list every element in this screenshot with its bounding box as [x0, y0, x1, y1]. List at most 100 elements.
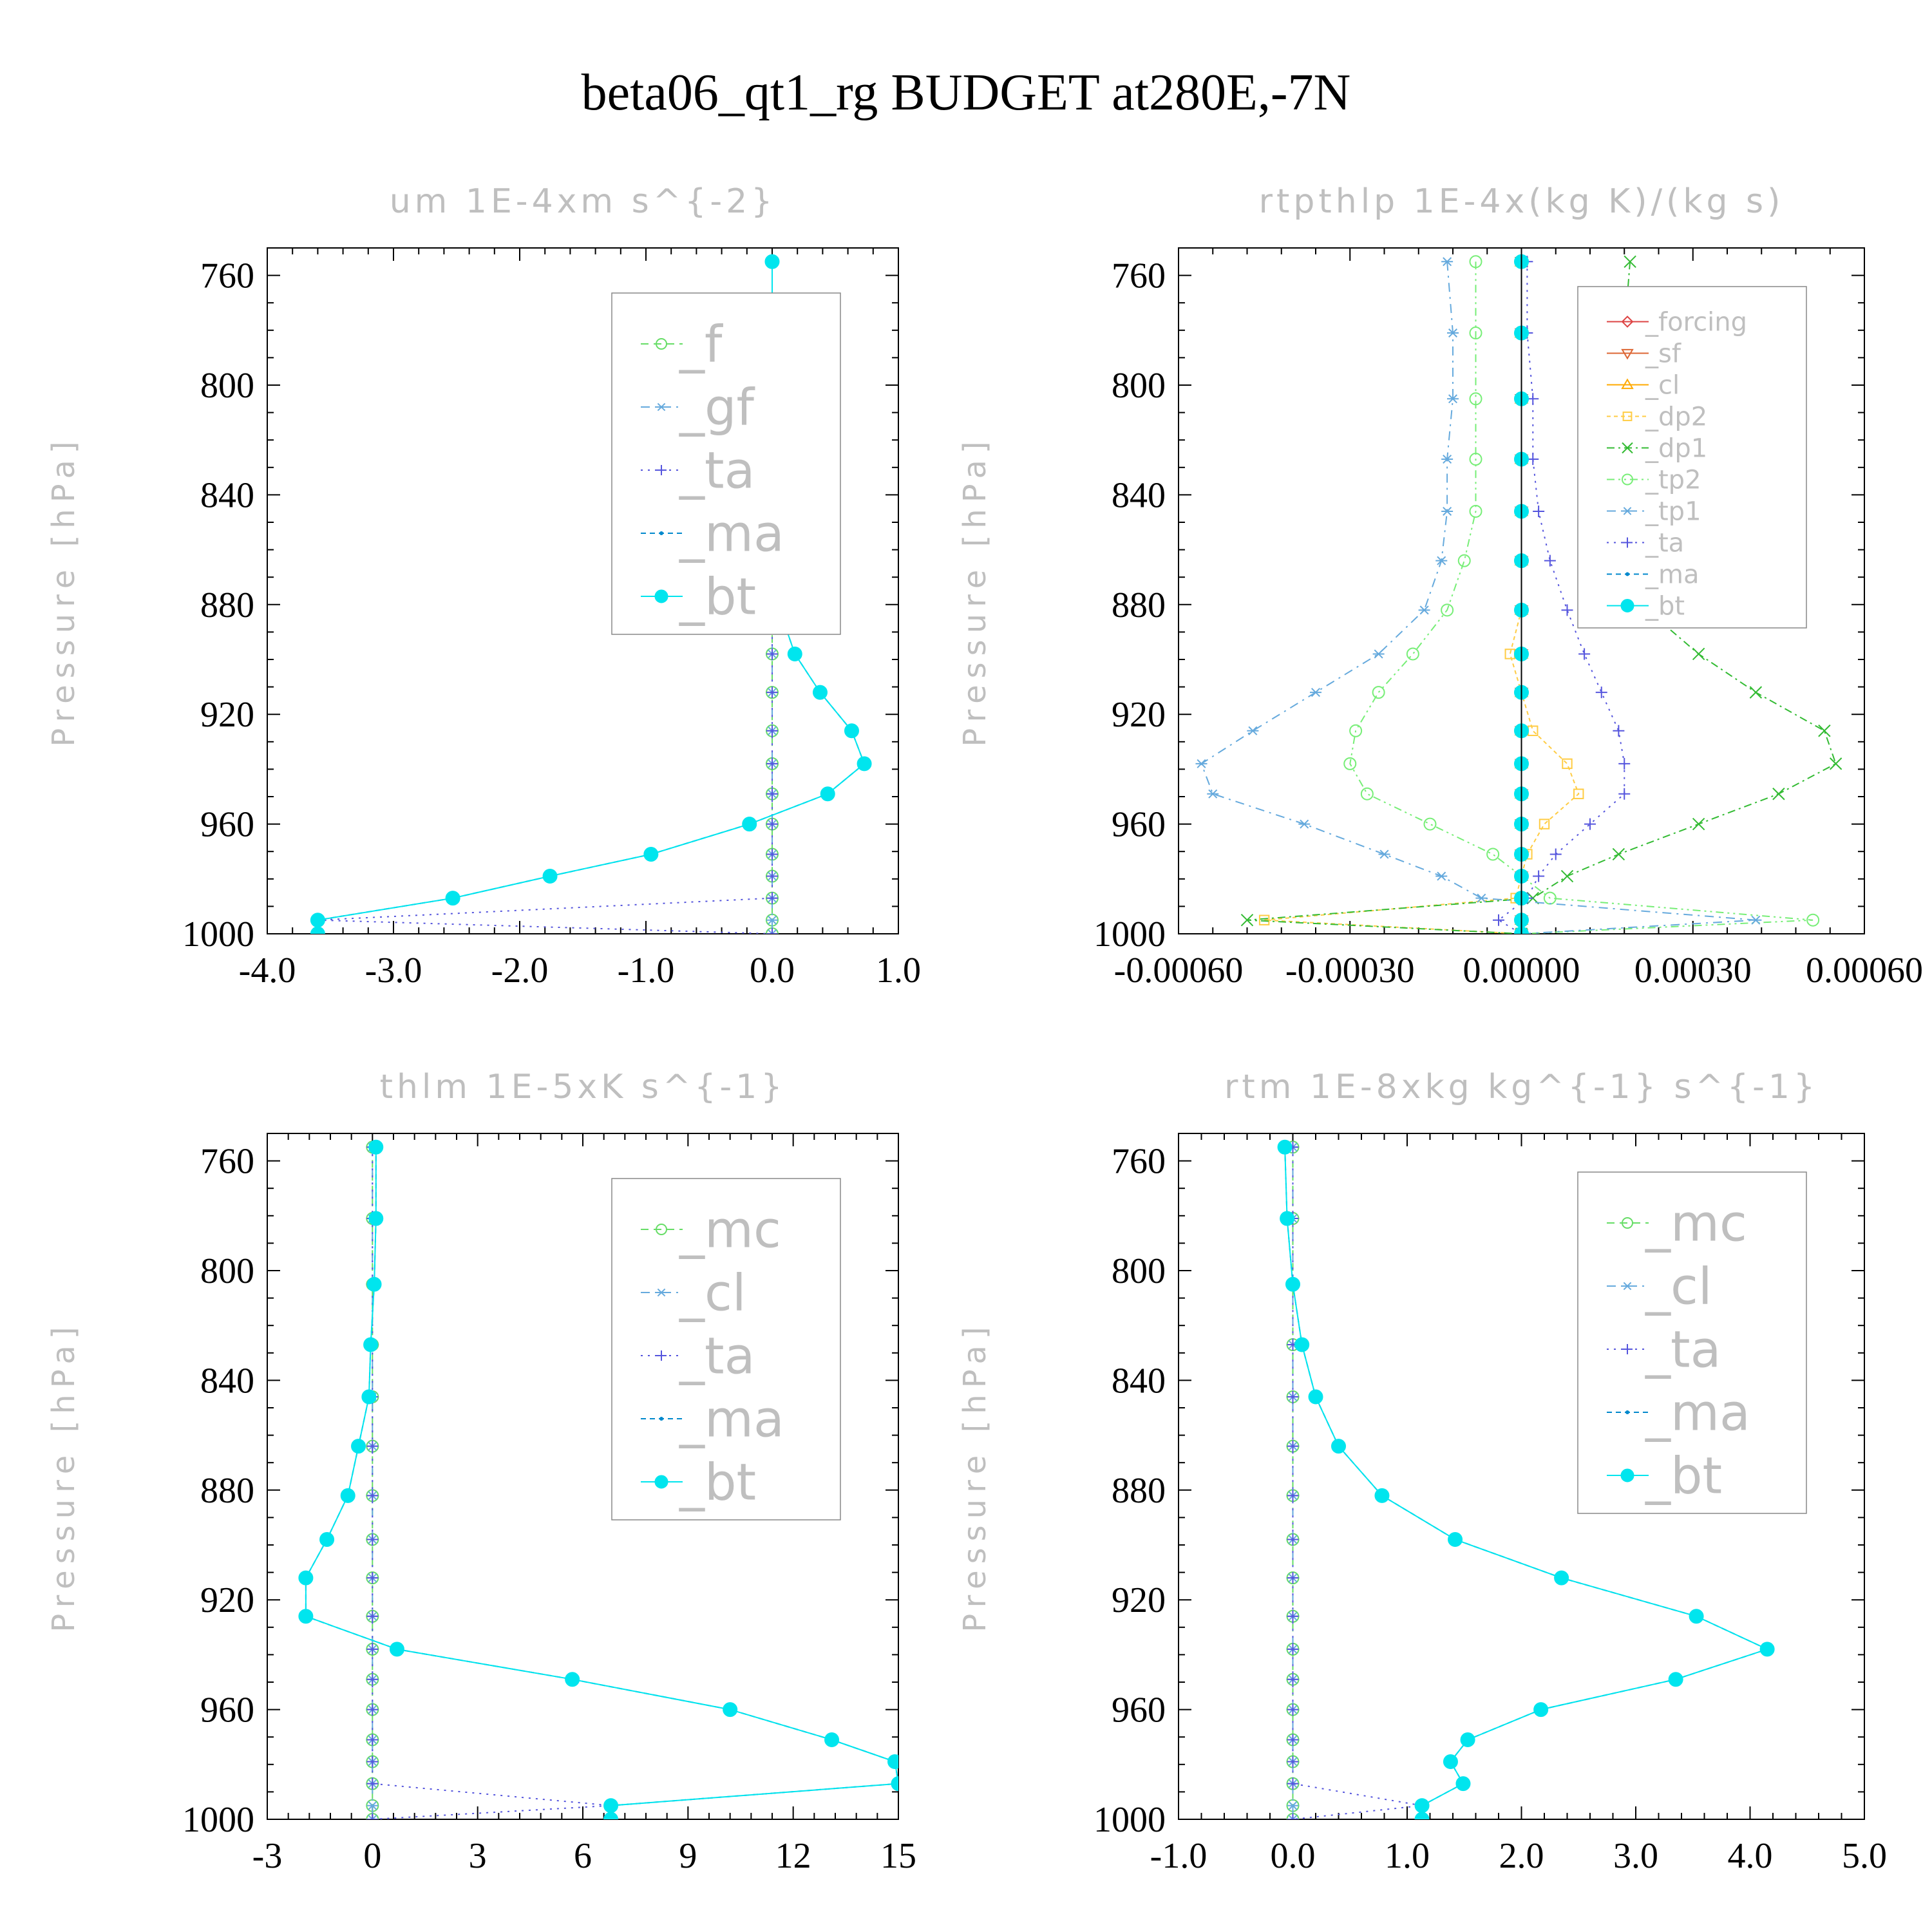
y-tick-label: 880 — [200, 585, 254, 625]
data-point-tp1 — [1372, 649, 1385, 659]
legend-marker — [656, 1224, 667, 1235]
y-tick-label: 960 — [1112, 1690, 1166, 1730]
figure-title: beta06_qt1_rg BUDGET at280E,-7N — [582, 64, 1351, 121]
data-point-bt — [891, 1776, 898, 1792]
data-point-bt — [1554, 1570, 1569, 1586]
legend-label: _dp1 — [1645, 434, 1707, 464]
panel-title: rtm 1E-8xkg kg^{-1} s^{-1} — [1224, 1068, 1819, 1106]
data-point-ta — [1287, 1777, 1299, 1790]
data-point-bt — [366, 1276, 382, 1292]
data-point-tp2 — [1349, 724, 1363, 737]
legend-marker — [1625, 572, 1629, 576]
data-point-tp1 — [1441, 506, 1454, 516]
data-point-dp1 — [1612, 848, 1625, 861]
data-point-ta — [366, 1490, 379, 1502]
y-tick-label: 920 — [200, 695, 254, 735]
data-point-ta — [1549, 848, 1562, 860]
legend-label: _ma — [679, 1390, 784, 1448]
data-point-ta — [1287, 1440, 1299, 1452]
data-point-dp1 — [1624, 255, 1636, 269]
y-tick-label: 1000 — [182, 1800, 254, 1840]
data-point-bt — [363, 1337, 379, 1352]
data-point-bt — [1414, 1798, 1430, 1814]
data-point-bt — [361, 1389, 377, 1405]
y-tick-label: 760 — [200, 1142, 254, 1182]
data-point-bt — [542, 869, 558, 884]
legend: _mc_cl_ta_ma _bt — [611, 1178, 841, 1520]
x-tick-label: 3 — [469, 1836, 487, 1876]
y-tick-label: 960 — [200, 805, 254, 845]
data-point-ta — [1595, 687, 1607, 699]
data-point-bt — [857, 756, 872, 772]
y-tick-label: 960 — [1112, 805, 1166, 845]
data-point-bt — [389, 1642, 404, 1657]
data-point-ta — [366, 1777, 379, 1790]
y-tick-label: 920 — [1112, 695, 1166, 735]
data-point-ta — [366, 1440, 379, 1452]
data-point-ta — [366, 1643, 379, 1655]
data-point-tp1 — [1447, 394, 1459, 404]
data-point-cl — [366, 1801, 379, 1810]
data-point-ta — [1527, 453, 1539, 466]
series-group — [1277, 1139, 1775, 1819]
y-tick-label: 760 — [1112, 256, 1166, 296]
legend-label: _bt — [679, 568, 756, 626]
legend-marker — [656, 1350, 667, 1361]
legend-label: _mc — [679, 1201, 781, 1259]
data-point-bt — [603, 1812, 619, 1819]
legend-label: _gf — [679, 379, 755, 437]
x-tick-label: -2.0 — [491, 951, 549, 990]
data-point-bt — [643, 846, 659, 862]
data-point-tp2 — [1469, 453, 1482, 466]
legend-marker — [656, 402, 667, 412]
data-point-bt — [820, 786, 835, 802]
data-point-dp2 — [1573, 788, 1584, 799]
data-point-ta — [366, 1756, 379, 1768]
legend-marker — [1622, 1282, 1633, 1291]
data-point-bt — [1308, 1389, 1323, 1405]
y-tick-label: 1000 — [182, 914, 254, 954]
data-point-ta — [1533, 870, 1545, 882]
legend-marker — [1625, 1410, 1629, 1414]
data-point-gf — [766, 929, 778, 934]
y-tick-label: 920 — [200, 1580, 254, 1620]
data-point-ta — [1618, 788, 1631, 800]
legend-marker — [1621, 378, 1634, 390]
data-point-bt — [1277, 1139, 1293, 1155]
legend-label: _cl — [679, 1264, 746, 1322]
x-tick-label: 4.0 — [1728, 1836, 1773, 1876]
legend-marker — [1622, 412, 1633, 421]
legend-marker — [1622, 537, 1633, 548]
data-point-ta — [1544, 554, 1556, 567]
y-tick-label: 1000 — [1094, 914, 1166, 954]
data-point-dp2 — [1258, 914, 1270, 925]
legend-marker — [659, 531, 663, 535]
data-point-bt — [1285, 1276, 1300, 1292]
data-point-bt — [368, 1139, 384, 1155]
legend-box — [611, 1178, 841, 1520]
data-point-tp2 — [1469, 327, 1482, 340]
data-point-bt — [887, 1754, 898, 1770]
data-point-bt — [319, 1531, 335, 1547]
data-point-bt — [298, 1570, 314, 1586]
plot-frame — [267, 247, 899, 934]
data-point-tp2 — [1360, 787, 1374, 800]
series-group — [298, 1139, 898, 1819]
panel-2: rtpthlp 1E-4x(kg K)/(kg s) Pressure [hPa]… — [957, 182, 1923, 990]
data-point-ta — [766, 892, 778, 904]
series-group — [1195, 248, 1842, 934]
y-tick-label: 880 — [200, 1471, 254, 1511]
legend-marker — [1622, 1344, 1633, 1354]
x-tick-label: -4.0 — [239, 951, 296, 990]
data-point-dp1 — [1818, 724, 1831, 737]
data-point-ta — [366, 1610, 379, 1622]
x-tick-label: -1.0 — [1150, 1836, 1208, 1876]
data-point-ta — [1613, 724, 1625, 737]
data-point-bt — [787, 646, 802, 661]
legend-marker — [654, 1475, 668, 1489]
data-point-dp2 — [1504, 649, 1515, 659]
data-point-ta — [1287, 1734, 1299, 1746]
data-point-tp1 — [1435, 871, 1448, 881]
x-tick-label: 9 — [679, 1836, 697, 1876]
